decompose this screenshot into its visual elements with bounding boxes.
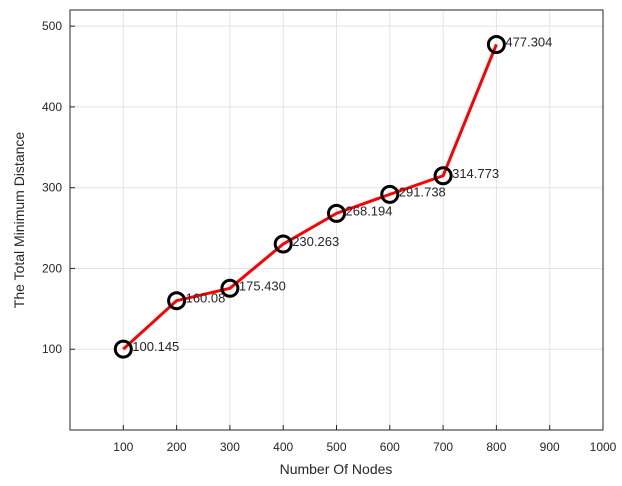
data-point (220, 278, 240, 298)
data-label: 268.194 (346, 203, 393, 218)
data-point (380, 184, 400, 204)
x-tick-label: 600 (380, 440, 400, 454)
data-label: 314.773 (452, 166, 499, 181)
data-label: 477.304 (505, 34, 552, 49)
y-tick-label: 400 (42, 100, 62, 114)
y-tick-label: 200 (42, 261, 62, 275)
x-tick-label: 400 (273, 440, 293, 454)
x-tick-label: 200 (167, 440, 187, 454)
data-point (113, 339, 133, 359)
data-label: 100.145 (132, 339, 179, 354)
x-tick-label: 300 (220, 440, 240, 454)
data-point (486, 34, 506, 54)
y-tick-label: 300 (42, 181, 62, 195)
x-tick-label: 900 (540, 440, 560, 454)
data-label: 230.263 (292, 234, 339, 249)
data-point (273, 234, 293, 254)
y-axis-label: The Total Minimum Distance (11, 132, 27, 309)
data-point (433, 166, 453, 186)
x-axis-label: Number Of Nodes (280, 461, 393, 477)
x-tick-label: 700 (433, 440, 453, 454)
point-markers (113, 34, 506, 359)
y-tick-label: 100 (42, 342, 62, 356)
tick-labels: 100 200 300 400 500 600 700 800 900 1000 100 200 300… (42, 19, 617, 454)
plot-border (69, 9, 604, 431)
data-label: 175.430 (239, 278, 286, 293)
x-tick-label: 500 (326, 440, 346, 454)
data-labels: 100.145 160.08 175.430 230.263 268.194 291.73… (132, 34, 552, 354)
x-tick-label: 800 (486, 440, 506, 454)
data-label: 291.738 (399, 184, 446, 199)
x-tick-label: 1000 (590, 440, 617, 454)
data-point (327, 203, 346, 223)
x-tick-label: 100 (113, 440, 133, 454)
data-point (167, 291, 187, 311)
y-tick-label: 500 (42, 19, 62, 33)
data-label: 160.08 (186, 291, 226, 306)
